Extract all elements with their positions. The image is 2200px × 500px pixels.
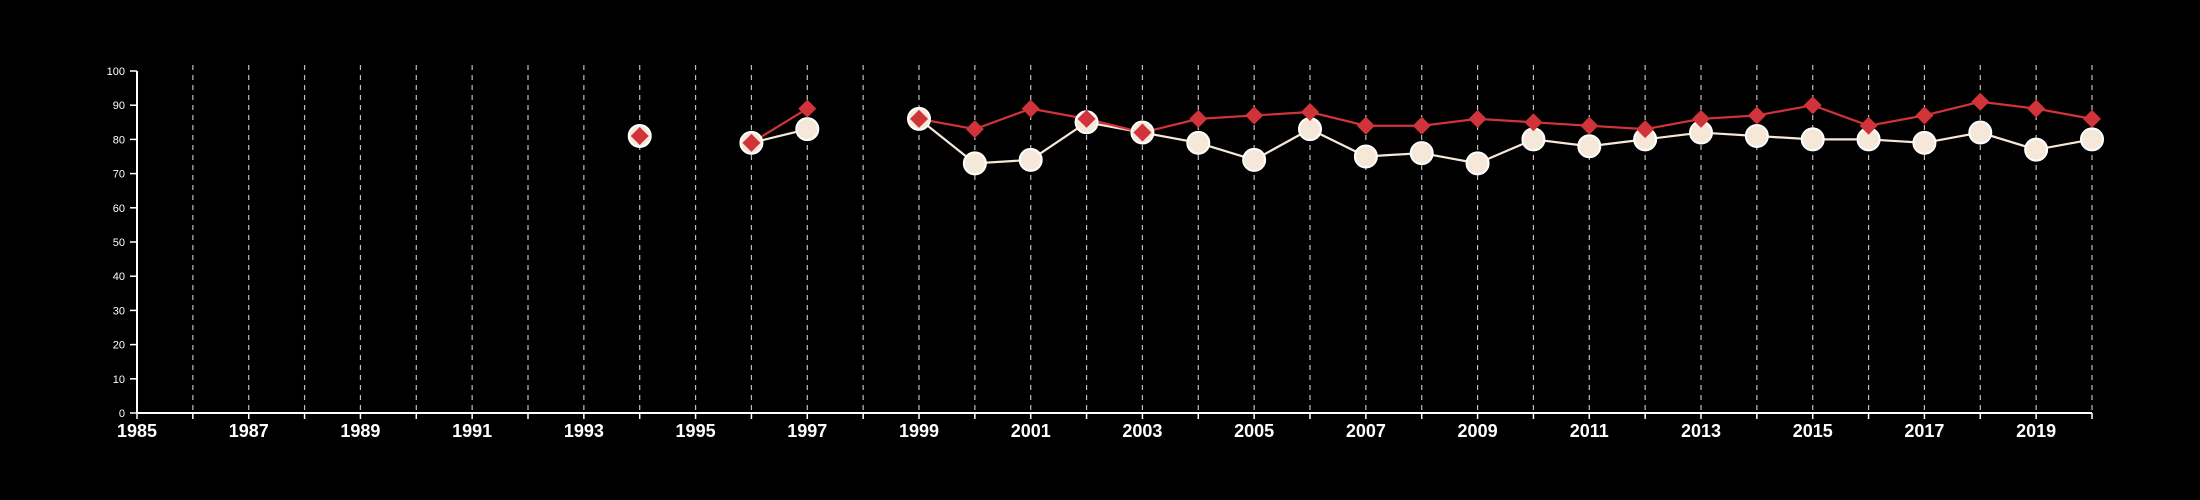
y-tick-label: 70 (113, 169, 125, 181)
y-tick-label: 50 (113, 237, 125, 249)
data-point-diamond (1747, 106, 1766, 125)
data-point-diamond (742, 133, 761, 152)
data-point-diamond (1021, 99, 1040, 118)
x-tick-label: 1985 (117, 421, 157, 441)
x-tick-label: 1987 (229, 421, 269, 441)
x-tick-label: 1991 (452, 421, 492, 441)
data-point-circle (1521, 127, 1546, 152)
data-point-circle (1968, 120, 1993, 145)
y-tick-label: 10 (113, 374, 125, 386)
x-tick-label: 2013 (1681, 421, 1721, 441)
y-tick-label: 30 (113, 305, 125, 317)
data-point-diamond (1580, 116, 1599, 135)
data-point-circle (1242, 147, 1267, 172)
data-point-diamond (1077, 109, 1096, 128)
data-point-diamond (1692, 109, 1710, 128)
y-tick-label: 0 (119, 408, 125, 420)
data-point-circle (1353, 144, 1378, 169)
x-tick-label: 1989 (340, 421, 380, 441)
data-point-diamond (1468, 109, 1487, 128)
data-point-circle (2080, 127, 2104, 152)
x-tick-label: 2001 (1011, 421, 1051, 441)
data-point-circle (1800, 127, 1825, 152)
data-point-diamond (2027, 99, 2046, 118)
x-tick-label: 2011 (1570, 421, 1609, 441)
data-point-diamond (1412, 116, 1431, 135)
data-point-circle (2024, 137, 2049, 162)
data-point-diamond (1524, 113, 1543, 132)
y-tick-label: 90 (113, 100, 125, 112)
x-tick-label: 2007 (1346, 421, 1386, 441)
data-point-diamond (1356, 116, 1375, 135)
data-point-circle (1465, 151, 1490, 176)
data-point-diamond (1636, 120, 1655, 139)
x-tick-label: 2005 (1234, 421, 1274, 441)
data-point-diamond (1971, 92, 1990, 111)
x-tick-label: 1999 (899, 421, 939, 441)
data-point-diamond (1859, 116, 1878, 135)
data-point-diamond (2083, 109, 2101, 128)
data-point-circle (1577, 134, 1602, 159)
series-line-diamond (918, 100, 2093, 134)
data-point-circle (795, 117, 820, 142)
data-point-circle (1186, 130, 1211, 155)
data-point-diamond (1133, 123, 1152, 142)
axes: 0 10 20 30 40 50 60 70 80 90 100 1985 1987 1989 1991 19… (107, 66, 2093, 441)
data-point-diamond (1189, 109, 1208, 128)
x-tick-label: 2003 (1122, 421, 1162, 441)
y-tick-label: 60 (113, 203, 125, 215)
x-tick-label: 2015 (1793, 421, 1833, 441)
x-tick-label: 1997 (787, 421, 827, 441)
y-tick-label: 100 (107, 66, 125, 78)
x-tick-label: 1993 (564, 421, 604, 441)
y-tick-label: 40 (113, 271, 125, 283)
y-tick-label: 80 (113, 134, 125, 146)
data-point-diamond (798, 99, 817, 118)
x-tick-label: 2009 (1458, 421, 1498, 441)
data-point-circle (1298, 117, 1322, 142)
data-point-circle (1912, 130, 1937, 155)
grid-lines (192, 65, 2093, 413)
data-point-circle (1018, 147, 1043, 172)
data-point-diamond (1301, 103, 1319, 122)
data-point-diamond (910, 109, 928, 128)
x-tick-label: 1995 (676, 421, 716, 441)
data-point-circle (1409, 141, 1434, 166)
data-point-diamond (1915, 106, 1934, 125)
data-point-circle (1744, 123, 1769, 148)
data-point-circle (962, 151, 987, 176)
data-point-diamond (630, 126, 649, 145)
data-point-diamond (965, 120, 984, 139)
series-line-circle (918, 118, 2093, 165)
data-point-diamond (1803, 96, 1822, 115)
y-tick-label: 20 (113, 340, 125, 352)
x-tick-label: 2017 (1904, 421, 1944, 441)
data-point-diamond (1245, 106, 1264, 125)
markers (627, 92, 2104, 176)
x-tick-label: 2019 (2016, 421, 2056, 441)
